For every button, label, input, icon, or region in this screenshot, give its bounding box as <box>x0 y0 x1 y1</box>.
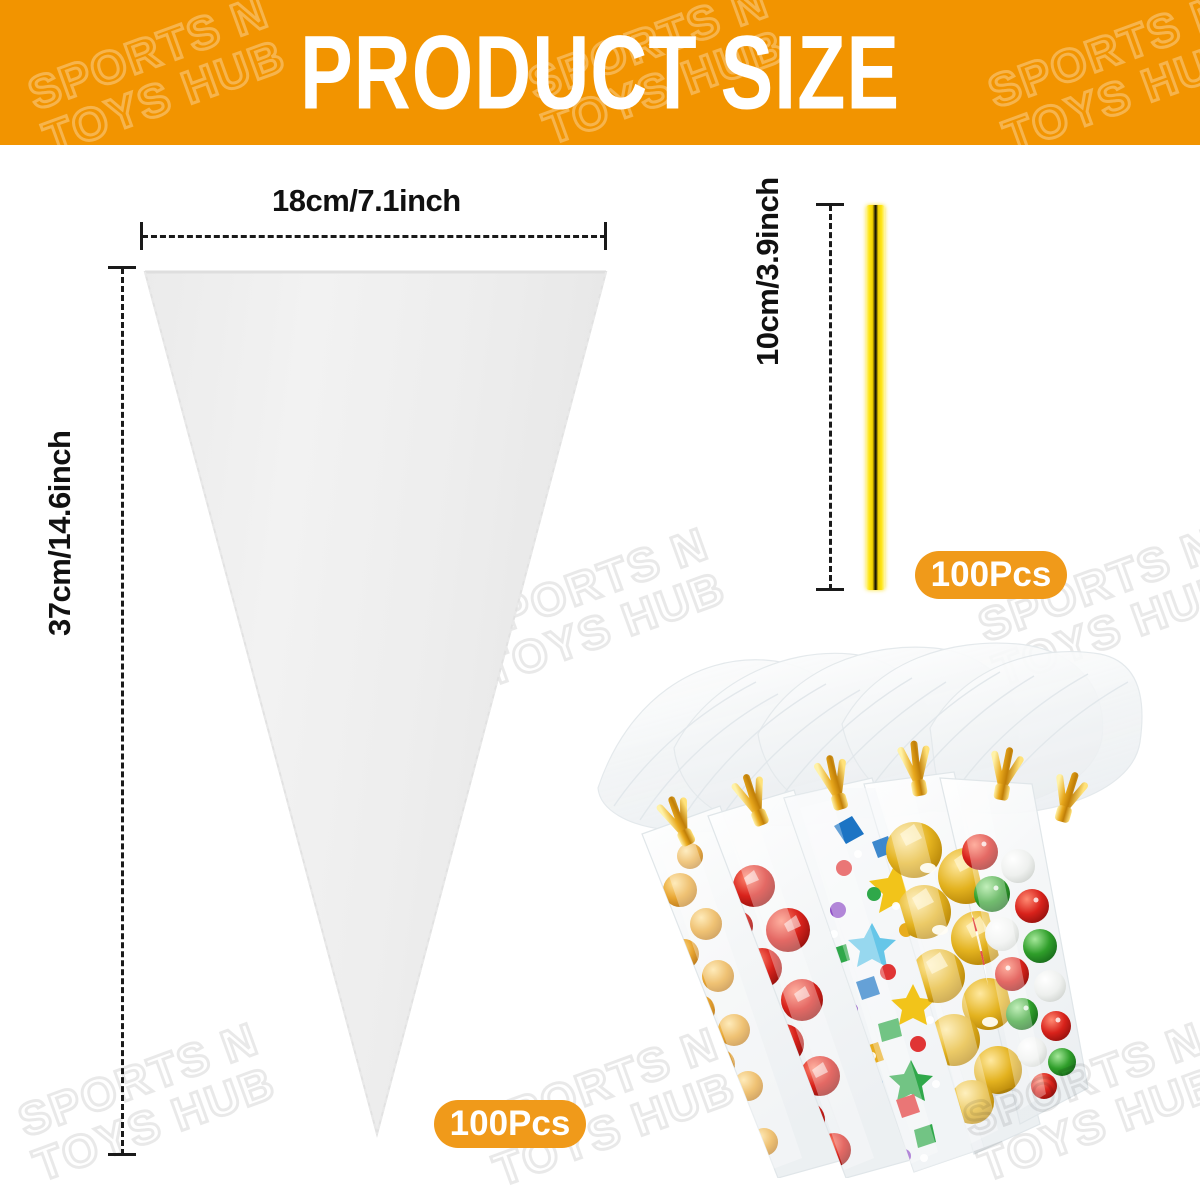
dimension-line-bag-height <box>121 268 124 1155</box>
quantity-badge-cone-bag: 100Pcs <box>434 1100 586 1148</box>
cone-bag-illustration <box>143 270 608 1138</box>
dimension-cap-left <box>140 222 143 250</box>
dimension-cap-tie-top <box>816 203 844 206</box>
dimension-cap-bottom <box>108 1153 136 1156</box>
page-title: PRODUCT SIZE <box>299 13 901 132</box>
dimension-cap-right <box>604 222 607 250</box>
dimension-line-tie-length <box>829 205 832 590</box>
header-banner: SPORTS N TOYS HUB SPORTS N TOYS HUB SPORTS… <box>0 0 1200 145</box>
dimension-line-bag-width <box>142 235 606 238</box>
dimension-label-bag-height: 37cm/14.6inch <box>42 430 77 636</box>
dimension-label-tie-length: 10cm/3.9inch <box>750 177 785 366</box>
dimension-label-bag-width: 18cm/7.1inch <box>272 183 461 218</box>
filled-cone-bags-photo <box>597 642 1143 1178</box>
quantity-badge-twist-tie: 100Pcs <box>915 551 1067 599</box>
dimension-cap-tie-bottom <box>816 588 844 591</box>
twist-tie-illustration <box>866 205 885 590</box>
dimension-cap-top <box>108 266 136 269</box>
